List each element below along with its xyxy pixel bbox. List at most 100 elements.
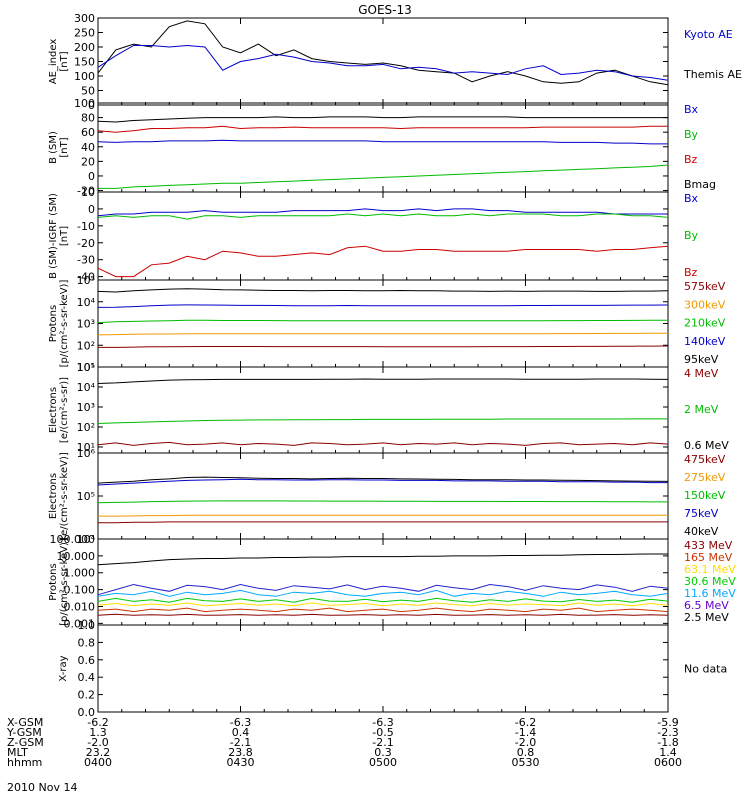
panel-6: 0.001 0.010 0.100 1.000 10.000 100.000 Protons… [48, 533, 736, 630]
y-tick-label: 10⁴ [77, 296, 96, 309]
x-row-value: -6.3 [372, 716, 393, 729]
legend-entry: By [684, 128, 699, 141]
y-axis-label: Protons [48, 563, 59, 600]
y-axis-label: Electrons [48, 387, 59, 433]
y-axis-label: B (SM)-IGRF (SM) [48, 193, 59, 279]
x-row-value: 0.4 [232, 726, 250, 739]
legend-entry: 165 MeV [684, 551, 733, 564]
y-axis-label: [nT] [59, 226, 70, 246]
y-tick-label: 10⁵ [77, 490, 95, 503]
series-line-575kev [98, 345, 669, 348]
y-tick-label: 10¹ [77, 361, 95, 374]
x-row-label: Y-GSM [6, 726, 42, 739]
x-row-label: hhmm [7, 756, 42, 769]
panel-2: -40 -30 -20 -10 0 10 B (SM)-IGRF (SM) [nT] Bx By B… [48, 186, 699, 284]
y-tick-label: 1.0 [78, 619, 96, 632]
legend-entry: 0.6 MeV [684, 439, 729, 452]
x-row-value: 0.8 [517, 746, 535, 759]
y-tick-label: 0.8 [78, 636, 96, 649]
y-tick-label: -40 [77, 271, 95, 284]
y-tick-label: 10.000 [57, 550, 96, 563]
x-row-value: -2.0 [515, 736, 536, 749]
y-tick-label: 10⁶ [77, 447, 96, 460]
x-row-value: 1.4 [659, 746, 677, 759]
legend-entry: 6.5 MeV [684, 599, 729, 612]
y-axis-label: [p/(cm²-s-sr-keV)] [59, 280, 70, 368]
series-line-275kev [98, 514, 668, 517]
legend-entry: 63.1 MeV [684, 563, 736, 576]
y-tick-label: -30 [77, 254, 95, 267]
y-tick-label: 50 [81, 85, 95, 98]
y-axis-label: X-ray [58, 655, 69, 681]
panel-3: 10¹ 10² 10³ 10⁴ 10⁵ Protons [p/(cm²-s-sr-keV)]… [48, 274, 726, 374]
legend-entry: Kyoto AE [684, 28, 733, 41]
x-row-value: 0.3 [374, 746, 392, 759]
series-line-95kev [97, 288, 669, 293]
legend-entry: By [684, 229, 699, 242]
legend-entry: 300keV [684, 298, 726, 311]
y-axis-label: [p/(cm²-s-sr-keV)] [59, 538, 70, 626]
series-line-63.1-mev [97, 602, 669, 607]
y-axis-label: [nT] [59, 137, 70, 157]
y-axis-label: [nT] [59, 51, 70, 71]
x-row-value: 0530 [512, 756, 540, 769]
x-row-value: -1.8 [657, 736, 678, 749]
legend-entry: 275keV [684, 471, 726, 484]
series-line-0.6-mev [97, 378, 669, 384]
series-line-2.5-mev [97, 553, 668, 566]
y-axis-label: [e/(cm²-s-sr-keV)] [59, 452, 70, 540]
x-row-value: -6.2 [515, 716, 536, 729]
legend-entry: 140keV [684, 335, 726, 348]
series-line-2-mev [97, 418, 668, 424]
x-row-value: -2.1 [372, 736, 393, 749]
legend-entry: 75keV [684, 507, 719, 520]
series-line-kyoto-ae [97, 44, 669, 81]
legend-entry: Bmag [684, 178, 716, 191]
series-line-300kev [97, 332, 669, 336]
series-line-bx [97, 208, 668, 217]
y-tick-label: -10 [77, 220, 95, 233]
legend-entry: 150keV [684, 489, 726, 502]
y-tick-label: 250 [74, 27, 95, 40]
legend-entry: 2.5 MeV [684, 611, 729, 624]
series-line-bmag [97, 116, 668, 123]
y-tick-label: 10³ [77, 318, 95, 331]
y-tick-label: 10⁴ [77, 533, 96, 546]
series-line-by [97, 213, 669, 220]
y-tick-label: 100 [74, 97, 95, 110]
y-tick-label: 200 [74, 41, 95, 54]
series-line-30.6-mev [97, 597, 669, 603]
series-line-bz [97, 245, 669, 278]
x-row-value: 1.3 [89, 726, 107, 739]
series-line-40kev [97, 478, 668, 486]
y-axis-label: Protons [48, 305, 59, 342]
y-axis-label: B (SM) [48, 131, 59, 164]
legend-entry: 40keV [684, 525, 719, 538]
series-line-210kev [97, 319, 669, 324]
y-tick-label: 10⁵ [77, 274, 95, 287]
y-tick-label: 10¹ [77, 441, 95, 454]
x-row-value: -5.9 [657, 716, 678, 729]
series-line-bx [97, 139, 668, 145]
y-tick-label: 1.000 [64, 567, 96, 580]
panel-5: 10⁴ 10⁵ 10⁶ Electrons [e/(cm²-s-sr-keV)] 475k… [48, 447, 726, 546]
y-tick-label: -20 [77, 185, 95, 198]
x-row-value: -2.1 [230, 736, 251, 749]
series-line-by [97, 125, 668, 133]
series-line-themis-ae [97, 20, 669, 86]
y-tick-label: 10³ [77, 401, 95, 414]
y-tick-label: 300 [74, 12, 95, 25]
series-line-165-mev [97, 607, 669, 613]
y-tick-label: 0 [88, 203, 95, 216]
y-tick-label: 150 [74, 56, 95, 69]
series-line-11.6-mev [97, 589, 669, 597]
x-row-value: 23.8 [228, 746, 253, 759]
y-tick-label: 10² [77, 339, 95, 352]
x-row-label: MLT [7, 746, 28, 759]
y-tick-label: 0.6 [78, 654, 96, 667]
legend-entry: Bz [684, 153, 698, 166]
x-row-value: -2.0 [87, 736, 108, 749]
